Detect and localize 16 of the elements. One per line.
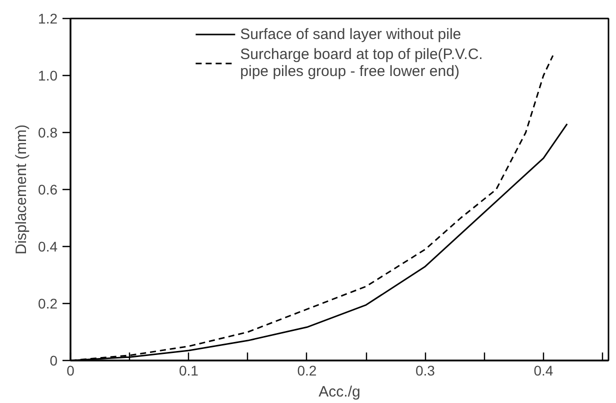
x-tick-label: 0.2 — [297, 362, 317, 378]
x-tick-label: 0.1 — [179, 362, 199, 378]
x-tick-label: 0 — [66, 362, 75, 378]
y-tick-label: 0 — [50, 352, 58, 368]
y-tick-label: 0.4 — [38, 238, 58, 254]
y-tick-label: 0.2 — [38, 296, 58, 312]
y-tick-label: 1.2 — [38, 10, 58, 26]
y-tick-label: 0.8 — [38, 124, 58, 140]
y-tick-label: 1.0 — [38, 68, 58, 84]
y-tick-label: 0.6 — [38, 182, 58, 198]
legend-label: Surface of sand layer without pile — [240, 26, 462, 42]
y-axis-title: Displacement (mm) — [13, 124, 30, 255]
x-axis-title: Acc./g — [318, 384, 360, 400]
legend-label: Surcharge board at top of pile(P.V.C. pipe piles group - free lower end) — [240, 46, 483, 80]
x-tick-label: 0.3 — [415, 362, 436, 378]
x-tick-label: 0.4 — [534, 362, 554, 378]
